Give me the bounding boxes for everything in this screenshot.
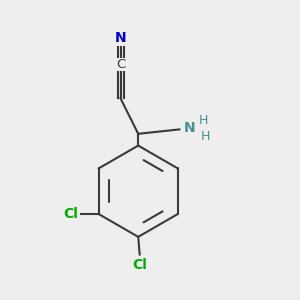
- Text: Cl: Cl: [63, 207, 78, 221]
- Text: N: N: [115, 31, 126, 45]
- Text: H: H: [199, 114, 208, 127]
- Text: C: C: [116, 58, 125, 71]
- Text: H: H: [201, 130, 210, 143]
- Text: Cl: Cl: [132, 258, 147, 272]
- Text: N: N: [184, 121, 196, 135]
